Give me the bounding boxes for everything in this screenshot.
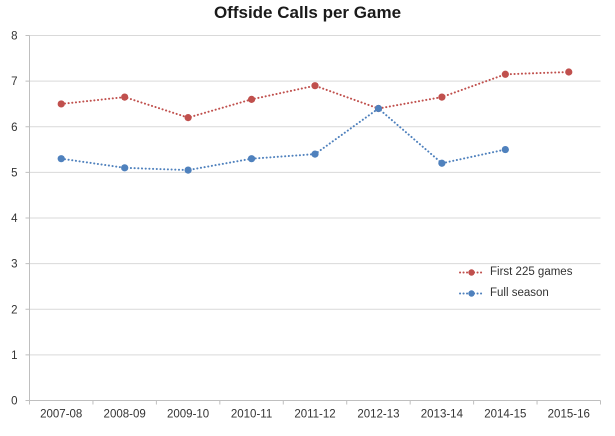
series-full-season	[57, 104, 509, 174]
svg-text:2012-13: 2012-13	[357, 409, 399, 421]
svg-text:2015-16: 2015-16	[548, 409, 590, 421]
svg-text:0: 0	[11, 396, 17, 408]
svg-text:2014-15: 2014-15	[484, 409, 526, 421]
svg-text:1: 1	[11, 350, 17, 362]
dotted-line-marker-icon	[459, 289, 484, 297]
x-axis-labels: 2007-08 2008-09 2009-10 2010-11 2011-12 2012-…	[40, 409, 590, 421]
legend-item-full-season: Full season	[459, 286, 572, 300]
svg-text:2011-12: 2011-12	[294, 409, 335, 421]
svg-text:2009-10: 2009-10	[167, 409, 209, 421]
chart-title: Offside Calls per Game	[213, 3, 402, 22]
legend-label: Full season	[490, 287, 549, 299]
svg-text:2010-11: 2010-11	[231, 409, 272, 421]
svg-text:4: 4	[11, 213, 18, 225]
svg-text:7: 7	[11, 76, 17, 88]
svg-text:3: 3	[11, 259, 17, 271]
svg-text:6: 6	[11, 122, 17, 134]
legend-label: First 225 games	[490, 266, 573, 278]
svg-text:5: 5	[11, 167, 17, 179]
series-first-225-games	[57, 68, 573, 122]
svg-text:2013-14: 2013-14	[421, 409, 464, 421]
svg-text:2007-08: 2007-08	[40, 409, 82, 421]
svg-text:2008-09: 2008-09	[104, 409, 146, 421]
legend-item-first-225-games: First 225 games	[459, 265, 572, 279]
legend: First 225 games Full season	[459, 265, 572, 300]
y-axis-labels: 0 1 2 3 4 5 6 7 8	[11, 31, 18, 408]
dotted-line-marker-icon	[459, 268, 484, 276]
gridlines	[29, 35, 601, 356]
axes	[25, 35, 601, 405]
svg-text:8: 8	[11, 31, 17, 43]
svg-text:2: 2	[11, 304, 17, 316]
